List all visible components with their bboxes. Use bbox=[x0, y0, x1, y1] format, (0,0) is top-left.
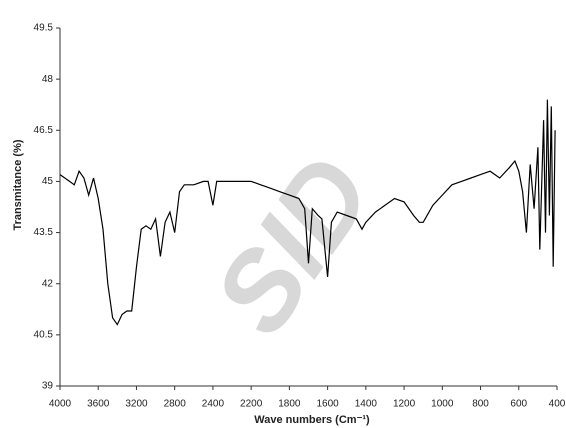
x-tick-label: 1200 bbox=[393, 399, 416, 410]
x-tick-label: 2200 bbox=[240, 399, 263, 410]
y-tick-label: 42 bbox=[42, 278, 54, 289]
watermark: SID bbox=[190, 135, 396, 356]
y-axis-label: Transmitance (%) bbox=[12, 139, 24, 230]
x-tick-label: 1600 bbox=[316, 399, 339, 410]
x-tick-label: 1400 bbox=[355, 399, 378, 410]
x-tick-label: 2800 bbox=[164, 399, 187, 410]
x-tick-label: 800 bbox=[472, 399, 489, 410]
y-tick-label: 46.5 bbox=[34, 125, 54, 136]
x-tick-label: 4000 bbox=[49, 399, 72, 410]
x-tick-label: 1800 bbox=[278, 399, 301, 410]
x-tick-label: 2400 bbox=[202, 399, 225, 410]
x-tick-label: 400 bbox=[549, 399, 566, 410]
x-tick-label: 1000 bbox=[431, 399, 454, 410]
y-tick-label: 45 bbox=[42, 176, 54, 187]
x-tick-label: 3200 bbox=[125, 399, 148, 410]
y-tick-label: 43.5 bbox=[34, 227, 54, 238]
y-tick-label: 40.5 bbox=[34, 329, 54, 340]
x-tick-label: 3600 bbox=[87, 399, 110, 410]
y-tick-label: 49.5 bbox=[34, 23, 54, 34]
y-tick-label: 48 bbox=[42, 74, 54, 85]
y-tick-label: 39 bbox=[42, 381, 54, 392]
x-axis-label: Wave numbers (Cm⁻¹) bbox=[254, 414, 370, 426]
x-tick-label: 600 bbox=[510, 399, 527, 410]
spectrum-line bbox=[59, 99, 556, 326]
